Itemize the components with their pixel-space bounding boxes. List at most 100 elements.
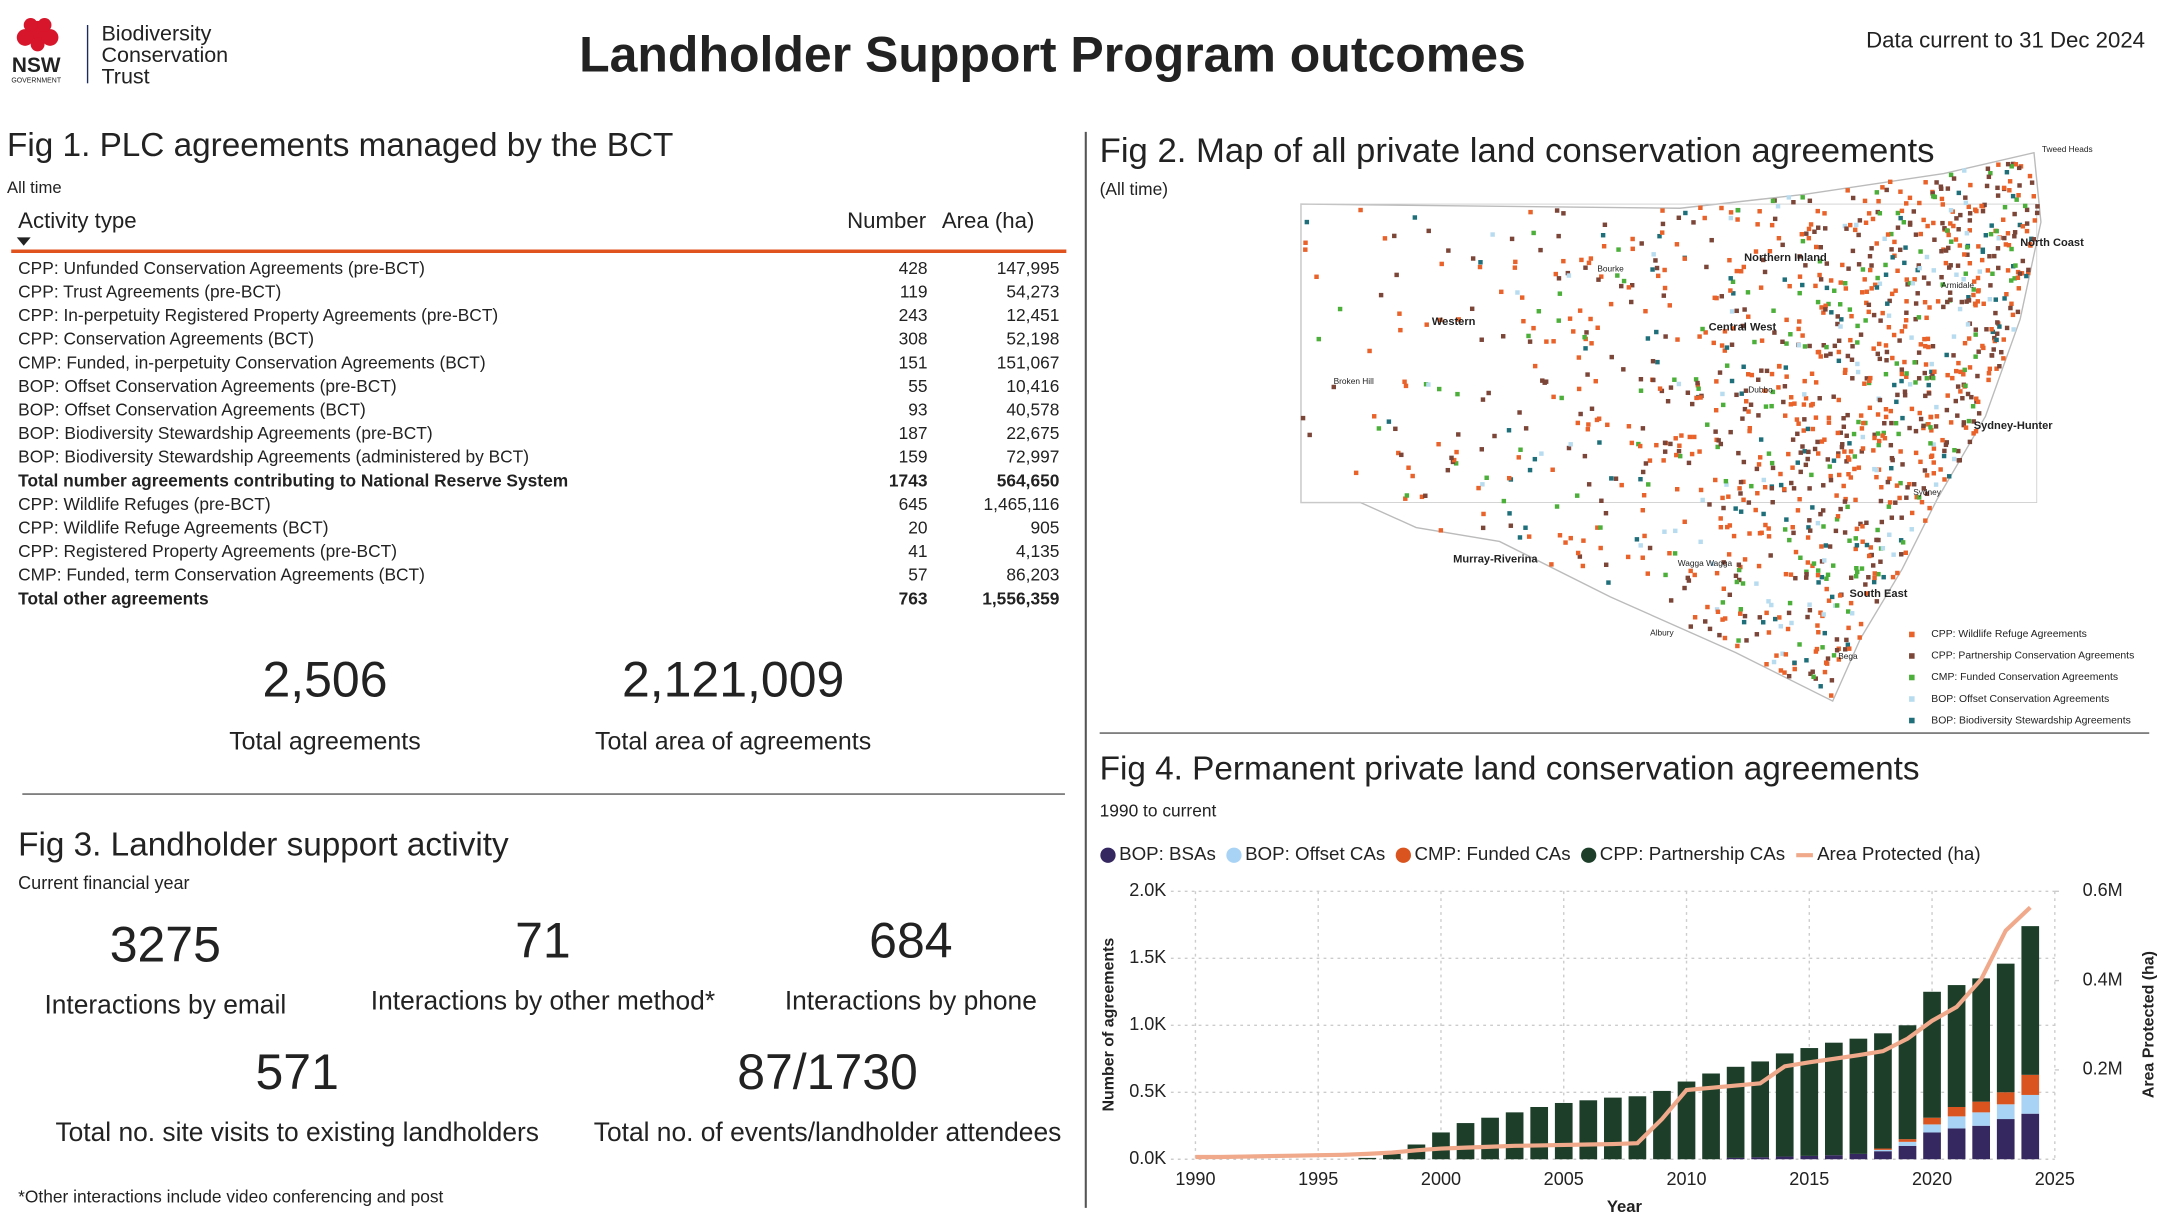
map-marker bbox=[1651, 252, 1656, 257]
map-marker bbox=[1424, 322, 1429, 327]
legend-label: BOP: Offset Conservation Agreements bbox=[1931, 694, 2109, 705]
map-marker bbox=[1916, 315, 1922, 320]
map-marker bbox=[1888, 408, 1894, 414]
map-marker bbox=[1992, 335, 1997, 341]
map-marker bbox=[1771, 659, 1777, 665]
map-marker bbox=[1788, 572, 1794, 577]
map-marker bbox=[1476, 485, 1481, 491]
map-marker bbox=[1586, 482, 1592, 487]
map-marker bbox=[1792, 660, 1797, 665]
map-marker bbox=[1912, 360, 1917, 365]
kpi-value: 71 bbox=[515, 912, 571, 968]
map-marker bbox=[2013, 263, 2018, 268]
map-marker bbox=[1682, 256, 1687, 261]
map-marker bbox=[1907, 222, 1913, 227]
map-marker bbox=[1834, 493, 1839, 498]
map-marker bbox=[1396, 450, 1401, 456]
table-cell: 905 bbox=[1030, 518, 1059, 538]
map-marker bbox=[1872, 282, 1878, 288]
y-tick-label: 1.0K bbox=[1129, 1014, 1166, 1034]
map-marker bbox=[1819, 559, 1825, 564]
x-tick-label: 2010 bbox=[1666, 1169, 1706, 1189]
map-marker bbox=[1769, 602, 1774, 608]
map-marker bbox=[1837, 593, 1843, 598]
map-marker bbox=[1887, 500, 1893, 505]
map-marker bbox=[1772, 330, 1777, 335]
map-marker bbox=[1722, 616, 1728, 621]
map-marker bbox=[1904, 201, 1909, 206]
map-marker bbox=[1807, 602, 1812, 607]
map-marker bbox=[1747, 425, 1753, 431]
map-marker bbox=[1455, 391, 1460, 397]
town-label: Dubbo bbox=[1748, 384, 1773, 394]
map-marker bbox=[1869, 286, 1874, 291]
map-marker bbox=[1713, 407, 1719, 413]
bar-segment bbox=[1702, 1073, 1720, 1160]
map-marker bbox=[1958, 369, 1963, 375]
y2-tick-label: 0.6M bbox=[2083, 880, 2123, 900]
map-marker bbox=[1568, 442, 1573, 447]
map-marker bbox=[1480, 525, 1486, 531]
map-marker bbox=[1989, 223, 1994, 228]
map-marker bbox=[1812, 446, 1818, 452]
map-marker bbox=[1944, 352, 1949, 358]
map-marker bbox=[1782, 384, 1788, 389]
map-marker bbox=[1882, 236, 1887, 242]
map-marker bbox=[1840, 262, 1845, 268]
map-marker bbox=[1983, 233, 1989, 238]
map-marker bbox=[1931, 471, 1937, 476]
map-marker bbox=[1950, 375, 1955, 381]
table-cell: 52,198 bbox=[1006, 329, 1059, 349]
map-marker bbox=[1874, 241, 1879, 246]
map-marker bbox=[1900, 415, 1905, 421]
map-marker bbox=[1924, 376, 1930, 381]
table-cell: CPP: Trust Agreements (pre-BCT) bbox=[18, 282, 281, 302]
map-marker bbox=[1800, 238, 1806, 244]
map-marker bbox=[1367, 348, 1372, 354]
map-marker bbox=[1393, 426, 1398, 432]
map-marker bbox=[1924, 473, 1930, 478]
map-marker bbox=[2016, 165, 2022, 171]
map-marker bbox=[1827, 544, 1833, 549]
map-marker bbox=[1815, 299, 1821, 305]
map-marker bbox=[1714, 295, 1719, 301]
map-marker bbox=[1867, 405, 1873, 411]
map-marker bbox=[1859, 449, 1865, 454]
map-marker bbox=[1864, 376, 1870, 381]
map-marker bbox=[1397, 311, 1402, 316]
map-marker bbox=[1556, 318, 1561, 323]
map-marker bbox=[1787, 283, 1792, 289]
map-marker bbox=[1691, 220, 1696, 225]
map-marker bbox=[1783, 652, 1789, 657]
map-marker bbox=[1776, 235, 1782, 241]
map-marker bbox=[1738, 479, 1744, 485]
map-marker bbox=[1994, 337, 1999, 343]
map-marker bbox=[1582, 334, 1587, 340]
map-marker bbox=[1904, 277, 1909, 282]
map-marker bbox=[1583, 346, 1588, 351]
x-tick-label: 2025 bbox=[2035, 1169, 2075, 1189]
map-marker bbox=[1899, 367, 1905, 372]
map-marker bbox=[1875, 431, 1881, 436]
map-marker bbox=[1835, 514, 1841, 519]
map-marker bbox=[1847, 538, 1852, 543]
x-tick-label: 2015 bbox=[1789, 1169, 1829, 1189]
map-marker bbox=[1849, 313, 1854, 319]
x-axis-label: Year bbox=[1607, 1197, 1643, 1212]
map-marker bbox=[1554, 208, 1560, 213]
map-marker bbox=[1816, 630, 1821, 635]
map-marker bbox=[1810, 563, 1815, 569]
map-marker bbox=[1895, 570, 1900, 576]
map-marker bbox=[1872, 466, 1877, 472]
map-marker bbox=[1804, 572, 1809, 577]
map-marker bbox=[1673, 436, 1678, 441]
map-marker bbox=[1526, 333, 1531, 339]
map-marker bbox=[1954, 368, 1959, 374]
map-marker bbox=[1895, 392, 1900, 398]
map-marker bbox=[1804, 658, 1809, 663]
kpi-value: 684 bbox=[869, 912, 952, 968]
map-marker bbox=[1849, 357, 1855, 362]
map-marker bbox=[1918, 231, 1923, 237]
bar-segment bbox=[2021, 1074, 2040, 1095]
map-marker bbox=[1875, 351, 1881, 357]
